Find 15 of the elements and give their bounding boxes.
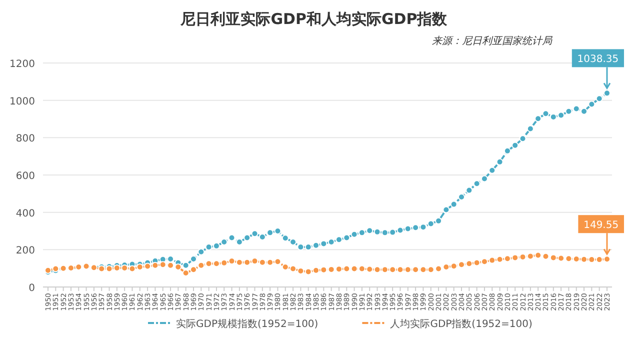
legend: 实际GDP规模指数(1952=100): [148, 319, 318, 330]
source-note: 来源：尼日利亚国家统计局: [432, 35, 553, 47]
y-tick-label: 200: [16, 246, 35, 257]
y-tick-label: 1000: [10, 96, 35, 108]
annotation: 1038.35: [577, 54, 619, 66]
y-tick-label: 800: [16, 134, 35, 145]
y-tick-label: 1200: [10, 59, 35, 70]
chart-title: 尼日利亚实际GDP和人均实际GDP指数: [180, 10, 448, 28]
legend-label: 人均实际GDP指数(1952=100): [390, 318, 532, 330]
annotation: 149.55: [584, 220, 619, 232]
y-tick-label: 600: [16, 171, 35, 182]
y-tick-label: 0: [28, 283, 35, 294]
legend: 人均实际GDP指数(1952=100): [362, 319, 532, 330]
legend-label: 实际GDP规模指数(1952=100): [176, 318, 318, 330]
y-tick-label: 400: [16, 208, 35, 220]
